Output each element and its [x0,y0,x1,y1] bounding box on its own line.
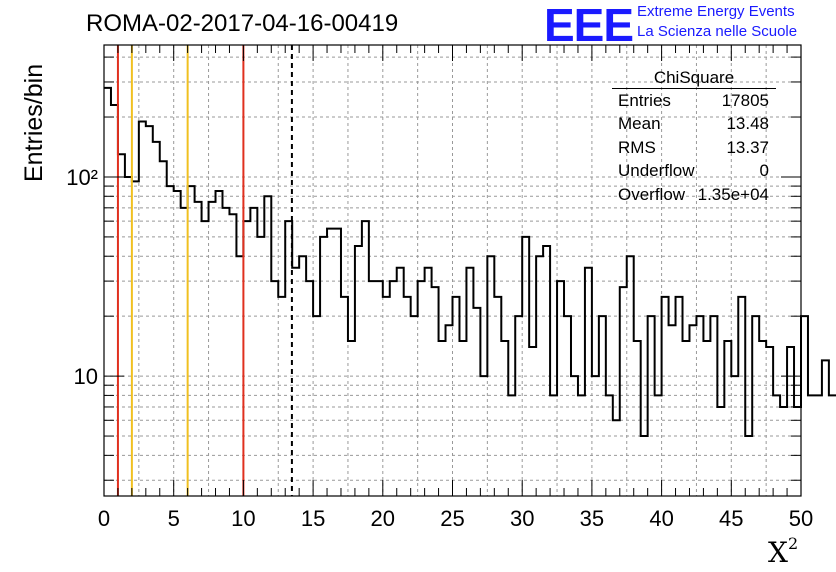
stats-box: ChiSquare Entries 17805 Mean 13.48 RMS 13.3… [610,68,778,206]
stats-row-mean: Mean 13.48 [618,114,769,134]
eee-logo: EEE [544,0,634,51]
logo-line-1: Extreme Energy Events [637,3,795,20]
x-tick-label: 25 [440,506,464,531]
stats-title: ChiSquare [612,68,776,89]
stats-row-overflow: Overflow 1.35e+04 [618,184,769,204]
x-tick-label: 10 [231,506,255,531]
x-tick-label: 30 [510,506,534,531]
x-tick-label: 5 [168,506,180,531]
stats-row-entries: Entries 17805 [618,91,769,110]
x-tick-label: 35 [580,506,604,531]
logo-line-2: La Scienza nelle Scuole [637,23,798,40]
y-tick-label: 10 [74,364,98,389]
histogram-series [104,86,836,438]
y-tick-label: 10² [66,165,98,190]
y-axis-label: Entries/bin [20,63,48,182]
x-tick-label: 15 [301,506,325,531]
x-tick-label: 0 [98,506,110,531]
run-title: ROMA-02-2017-04-16-00419 [86,10,399,37]
stats-row-underflow: Underflow 0 [618,161,769,181]
x-tick-label: 40 [649,506,673,531]
x-tick-label: 45 [719,506,743,531]
x-tick-label: 20 [371,506,395,531]
x-tick-label: 50 [789,506,813,531]
stats-row-rms: RMS 13.37 [618,137,769,157]
x-axis-label: X2 [768,534,799,569]
